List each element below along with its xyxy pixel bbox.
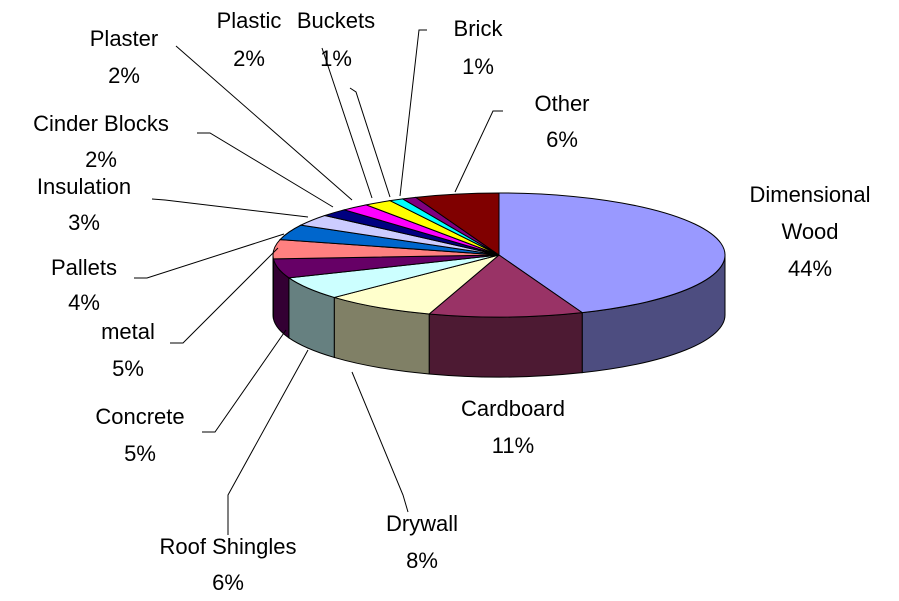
leader-line xyxy=(202,330,286,432)
slice-label: Plastic xyxy=(217,2,282,39)
slice-label: Brick xyxy=(454,10,503,47)
slice-label: Cinder Blocks xyxy=(33,105,169,142)
slice-value-label: 2% xyxy=(108,57,140,94)
slice-value-label: 6% xyxy=(546,121,578,158)
slice-label: metal xyxy=(101,313,155,350)
slice-value-label: 2% xyxy=(233,40,265,77)
slice-value-label: 1% xyxy=(320,40,352,77)
slice-value-label: 4% xyxy=(68,284,100,321)
slice-value-label: 8% xyxy=(406,542,438,579)
slice-value-label: 2% xyxy=(85,141,117,178)
leader-line xyxy=(152,199,308,217)
leader-line xyxy=(352,372,408,512)
slice-value-label: 1% xyxy=(462,48,494,85)
slice-label: Roof Shingles xyxy=(160,528,297,565)
slice-value-label: 44% xyxy=(788,250,832,287)
slice-value-label: 5% xyxy=(124,435,156,472)
leader-line xyxy=(134,234,284,278)
slice-value-label: 11% xyxy=(492,427,534,464)
slice-label: Plaster xyxy=(90,20,158,57)
leader-line xyxy=(170,248,278,343)
slice-label: Other xyxy=(534,85,589,122)
leader-line xyxy=(400,30,427,196)
slice-label: Concrete xyxy=(95,398,184,435)
slice-side xyxy=(429,313,582,377)
slice-value-label: 3% xyxy=(68,204,100,241)
slice-label: Insulation xyxy=(37,168,131,205)
slice-label: Cardboard xyxy=(461,390,565,427)
slice-value-label: 6% xyxy=(212,564,244,601)
leader-line xyxy=(350,88,390,197)
slice-label: Dimensional Wood xyxy=(730,176,890,250)
leader-line xyxy=(455,111,503,192)
slice-label: Drywall xyxy=(386,505,458,542)
leader-line xyxy=(197,133,333,207)
slice-value-label: 5% xyxy=(112,350,144,387)
slice-label: Pallets xyxy=(51,249,117,286)
slice-label: Buckets xyxy=(297,2,375,39)
leader-line xyxy=(228,350,308,535)
